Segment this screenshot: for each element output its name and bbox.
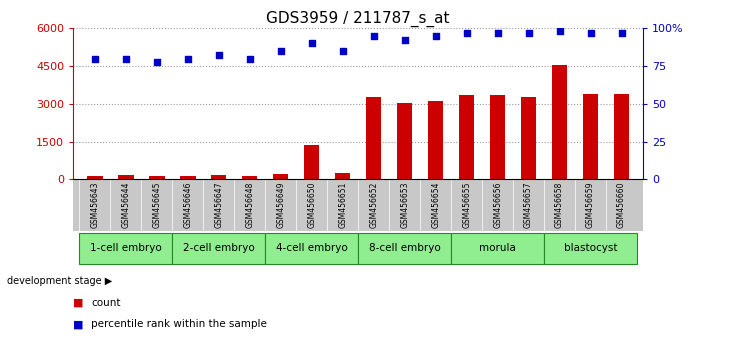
Text: 1-cell embryo: 1-cell embryo	[90, 243, 162, 253]
FancyBboxPatch shape	[265, 233, 358, 264]
Point	[399, 38, 411, 43]
Text: GSM456660: GSM456660	[617, 182, 626, 228]
Bar	[87, 176, 102, 179]
Bar	[211, 176, 227, 179]
Point	[182, 56, 194, 61]
Point	[213, 53, 224, 58]
Bar	[273, 174, 289, 179]
Point	[275, 48, 287, 54]
Text: ■: ■	[73, 319, 83, 329]
Text: ■: ■	[73, 298, 83, 308]
Text: GSM456655: GSM456655	[462, 182, 471, 228]
Bar	[490, 95, 505, 179]
Bar	[180, 176, 195, 179]
Point	[461, 30, 472, 36]
Point	[337, 48, 349, 54]
Text: GSM456645: GSM456645	[152, 182, 162, 228]
Point	[616, 30, 627, 36]
FancyBboxPatch shape	[79, 233, 173, 264]
Text: blastocyst: blastocyst	[564, 243, 618, 253]
Bar	[428, 101, 444, 179]
Text: GSM456648: GSM456648	[245, 182, 254, 228]
Text: percentile rank within the sample: percentile rank within the sample	[91, 319, 268, 329]
Bar	[397, 103, 412, 179]
Text: 2-cell embryo: 2-cell embryo	[183, 243, 254, 253]
Text: 4-cell embryo: 4-cell embryo	[276, 243, 347, 253]
Text: GSM456647: GSM456647	[214, 182, 223, 228]
Point	[585, 30, 596, 36]
Point	[430, 33, 442, 39]
Point	[523, 30, 534, 36]
Point	[492, 30, 504, 36]
Point	[368, 33, 379, 39]
Bar	[242, 177, 257, 179]
Text: GSM456649: GSM456649	[276, 182, 285, 228]
Point	[554, 29, 566, 34]
Bar	[583, 94, 599, 179]
Bar	[118, 176, 134, 179]
Bar	[304, 145, 319, 179]
Text: count: count	[91, 298, 121, 308]
Text: GSM456659: GSM456659	[586, 182, 595, 228]
Point	[120, 56, 132, 61]
Bar	[521, 97, 537, 179]
Bar	[335, 173, 350, 179]
Bar	[366, 97, 382, 179]
Bar	[614, 94, 629, 179]
Point	[244, 56, 256, 61]
FancyBboxPatch shape	[451, 233, 544, 264]
Text: GSM456643: GSM456643	[91, 182, 99, 228]
Text: GSM456658: GSM456658	[555, 182, 564, 228]
Text: GSM456653: GSM456653	[400, 182, 409, 228]
Text: GSM456644: GSM456644	[121, 182, 130, 228]
Bar	[459, 95, 474, 179]
Text: GSM456650: GSM456650	[307, 182, 317, 228]
Title: GDS3959 / 211787_s_at: GDS3959 / 211787_s_at	[266, 11, 450, 27]
Text: GSM456652: GSM456652	[369, 182, 378, 228]
Text: GSM456656: GSM456656	[493, 182, 502, 228]
FancyBboxPatch shape	[173, 233, 265, 264]
Bar	[552, 65, 567, 179]
Text: development stage ▶: development stage ▶	[7, 276, 113, 286]
Point	[151, 59, 162, 64]
Text: GSM456654: GSM456654	[431, 182, 440, 228]
FancyBboxPatch shape	[358, 233, 451, 264]
Text: morula: morula	[480, 243, 516, 253]
Text: 8-cell embryo: 8-cell embryo	[369, 243, 441, 253]
Text: GSM456651: GSM456651	[338, 182, 347, 228]
Text: GSM456646: GSM456646	[183, 182, 192, 228]
FancyBboxPatch shape	[544, 233, 637, 264]
Point	[89, 56, 101, 61]
Point	[306, 41, 317, 46]
Text: GSM456657: GSM456657	[524, 182, 533, 228]
Bar	[149, 176, 164, 179]
